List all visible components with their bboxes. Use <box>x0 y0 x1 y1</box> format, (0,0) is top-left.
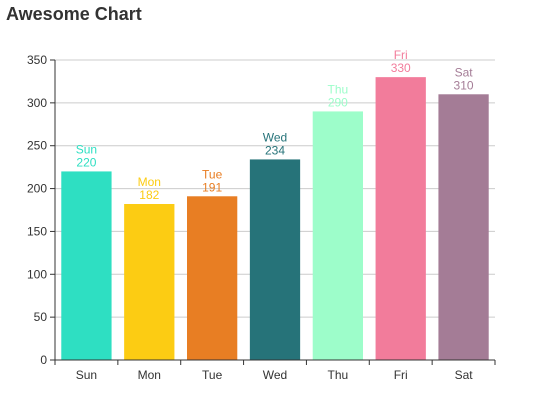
bar-thu <box>312 111 363 360</box>
x-tick-label: Fri <box>394 368 408 382</box>
y-tick-label: 0 <box>40 353 47 367</box>
data-label-value-thu: 290 <box>328 95 348 109</box>
x-tick-label: Sun <box>76 368 97 382</box>
y-tick-label: 50 <box>34 310 48 324</box>
x-tick-label: Thu <box>328 368 349 382</box>
bar-tue <box>187 196 238 360</box>
data-label-value-fri: 330 <box>391 61 411 75</box>
data-label-category-thu: Thu <box>328 82 349 96</box>
bar-sat <box>438 94 489 361</box>
chart-title: Awesome Chart <box>6 4 142 24</box>
data-label-category-tue: Tue <box>202 167 223 181</box>
data-label-value-wed: 234 <box>265 143 285 157</box>
y-tick-label: 150 <box>27 224 47 238</box>
bar-sun <box>61 171 112 360</box>
y-tick-label: 250 <box>27 139 47 153</box>
x-tick-label: Sat <box>455 368 474 382</box>
y-tick-label: 200 <box>27 182 47 196</box>
y-tick-label: 350 <box>27 53 47 67</box>
data-label-value-mon: 182 <box>139 188 159 202</box>
data-label-category-mon: Mon <box>138 175 161 189</box>
data-label-value-sat: 310 <box>454 78 474 92</box>
data-label-category-sun: Sun <box>76 142 97 156</box>
bar-fri <box>375 77 426 361</box>
data-label-value-sun: 220 <box>76 155 96 169</box>
data-label-category-wed: Wed <box>263 130 287 144</box>
y-tick-label: 300 <box>27 96 47 110</box>
data-label-category-fri: Fri <box>394 48 408 62</box>
y-tick-label: 100 <box>27 267 47 281</box>
bar-mon <box>124 204 175 360</box>
x-tick-label: Wed <box>263 368 287 382</box>
bar-wed <box>249 159 301 360</box>
data-label-category-sat: Sat <box>455 65 474 79</box>
x-tick-label: Mon <box>138 368 161 382</box>
data-label-value-tue: 191 <box>202 180 222 194</box>
x-tick-label: Tue <box>202 368 223 382</box>
